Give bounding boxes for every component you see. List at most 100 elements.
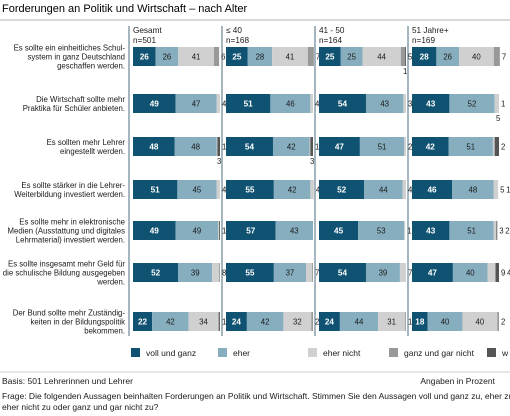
bar-segment-w [405,47,406,66]
data-label: 3 [499,227,503,236]
bar-segment-voll [412,221,450,240]
bar-segment-voll [319,137,360,156]
bar-segment-voll [412,137,449,156]
data-label: 40 [466,269,475,278]
bar-segment-eher [155,47,179,66]
bar-segment-eher [365,94,404,113]
bar-segment-eher-nicht [493,221,497,240]
bar-segment-voll [226,221,276,240]
data-label: 26 [443,53,452,62]
bar-segment-voll [226,263,274,282]
data-label: 6 [221,53,225,62]
bar-segment-eher-nicht [188,312,219,331]
data-label: 7 [315,269,319,278]
bar-segment-gar-nicht [405,312,406,331]
data-label: 7 [502,53,506,62]
bar-segment-eher [339,312,379,331]
bar-segment-eher-nicht [216,180,220,199]
bar-segment-voll [226,180,274,199]
bar-segment-eher-nicht [403,94,406,113]
data-label: 25 [325,53,335,62]
data-label: 54 [338,269,348,278]
bar-segment-w [494,137,499,156]
bar-segment-eher-nicht [487,263,496,282]
data-label: 54 [338,100,348,109]
legend-swatch-gar-nicht [389,348,398,357]
data-label: 46 [427,186,437,195]
category-label: Der Bund sollte mehr Zuständig- [13,309,126,318]
data-label: 47 [428,269,438,278]
data-label: 47 [335,143,345,152]
data-label: 42 [426,143,436,152]
data-label: 1 [506,186,510,195]
data-label: 53 [377,227,386,236]
bar-segment-w [496,221,498,240]
group-header: 51 Jahre+ [412,26,449,35]
group-header: 41 - 50 [319,26,345,35]
data-label: 39 [191,269,200,278]
data-label: 51 [151,186,161,195]
data-label: 18 [415,318,425,327]
bar-segment-eher-nicht [216,137,218,156]
bar-segment-voll [319,94,366,113]
group-n: n=169 [412,36,435,45]
basis-note: Basis: 501 Lehrerinnen und Lehrer [2,376,133,386]
bar-segment-eher-nicht [492,137,495,156]
bar-segment-eher-nicht [493,180,499,199]
data-label: 1 [222,227,226,236]
data-label: 4 [316,186,321,195]
bar-segment-gar-nicht [219,263,220,282]
group-n: n=168 [226,36,249,45]
bar-segment-eher-nicht [306,263,313,282]
bar-segment-voll [133,263,179,282]
bar-segment-eher [365,263,400,282]
bar-segment-eher [359,137,405,156]
data-label: 24 [325,318,335,327]
legend-swatch-w [487,348,496,357]
data-label: 25 [347,53,356,62]
bar-segment-eher [452,180,494,199]
data-label: 42 [261,318,270,327]
bar-segment-voll [319,263,366,282]
data-label: 41 [286,53,295,62]
data-label: 2 [505,227,509,236]
data-label: 42 [287,143,296,152]
bar-segment-voll [226,137,273,156]
category-label: Es sollte stärker in die Lehrer- [21,181,125,190]
data-label: 4 [222,100,227,109]
category-label: system in ganz Deutschland [27,53,125,62]
data-label: 25 [232,53,242,62]
data-label: 49 [150,227,160,236]
bars: 2626416494744848135145449491523982224234… [133,47,510,331]
data-label: 28 [420,53,430,62]
bar-segment-gar-nicht [497,312,499,331]
data-label: 1 [403,67,407,76]
bar-segment-gar-nicht [400,47,406,66]
bar-segment-voll [133,47,156,66]
data-label: 49 [150,100,160,109]
data-label: 3 [217,157,221,166]
bar-segment-gar-nicht [307,47,314,66]
legend-label: w [501,348,509,358]
data-label: 46 [286,100,295,109]
data-label: 48 [469,186,478,195]
bar-segment-eher-nicht [362,47,401,66]
bar-segment-gar-nicht [213,47,220,66]
bar-segment-eher [177,180,217,199]
data-label: 37 [286,269,295,278]
data-label: 41 [192,53,201,62]
data-label: 47 [192,100,201,109]
bar-segment-w [495,263,499,282]
data-label: 26 [163,53,172,62]
bar-segment-eher-nicht [458,47,494,66]
data-label: 40 [476,318,485,327]
legend-swatch-eher-nicht [308,348,317,357]
data-label: 4 [408,186,413,195]
category-label: Es sollte mehr in elektronische [19,218,125,227]
data-label: 2 [501,318,505,327]
bar-segment-eher-nicht [309,137,311,156]
bar-segment-eher [449,221,494,240]
data-label: 48 [191,143,200,152]
legend: voll und ganz eher eher nicht ganz und gar … [131,348,509,358]
bar-segment-eher [174,137,217,156]
